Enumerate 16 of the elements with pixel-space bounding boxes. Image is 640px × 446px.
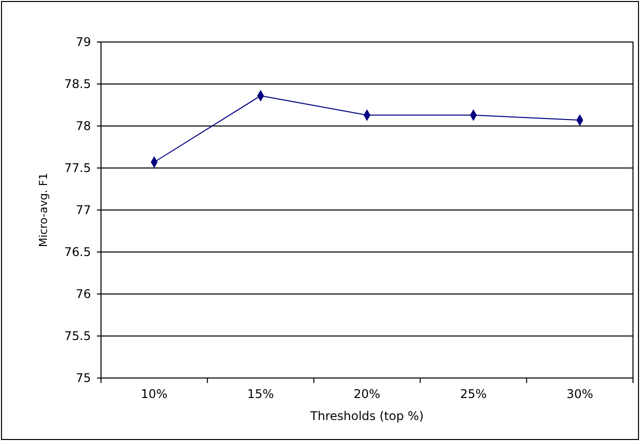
y-tick-label: 78.5 bbox=[64, 77, 91, 92]
x-tick-label: 15% bbox=[247, 387, 274, 401]
y-axis-title: Micro-avg. F1 bbox=[37, 172, 50, 248]
x-tick-label: 30% bbox=[566, 387, 594, 401]
y-tick-label: 77.5 bbox=[64, 161, 91, 176]
x-tick-label: 25% bbox=[460, 387, 487, 401]
y-tick-label: 76.5 bbox=[64, 245, 91, 260]
x-tick-label: 20% bbox=[354, 387, 380, 401]
x-tick-label: 10% bbox=[140, 387, 168, 401]
y-tick-label: 77 bbox=[76, 203, 91, 218]
y-tick-label: 75.5 bbox=[64, 329, 91, 344]
y-tick-label: 79 bbox=[76, 35, 91, 50]
y-tick-label: 78 bbox=[76, 119, 91, 134]
x-axis-title: Thresholds (top %) bbox=[309, 409, 424, 423]
y-tick-label: 75 bbox=[76, 371, 91, 386]
y-tick-label: 76 bbox=[76, 287, 91, 302]
